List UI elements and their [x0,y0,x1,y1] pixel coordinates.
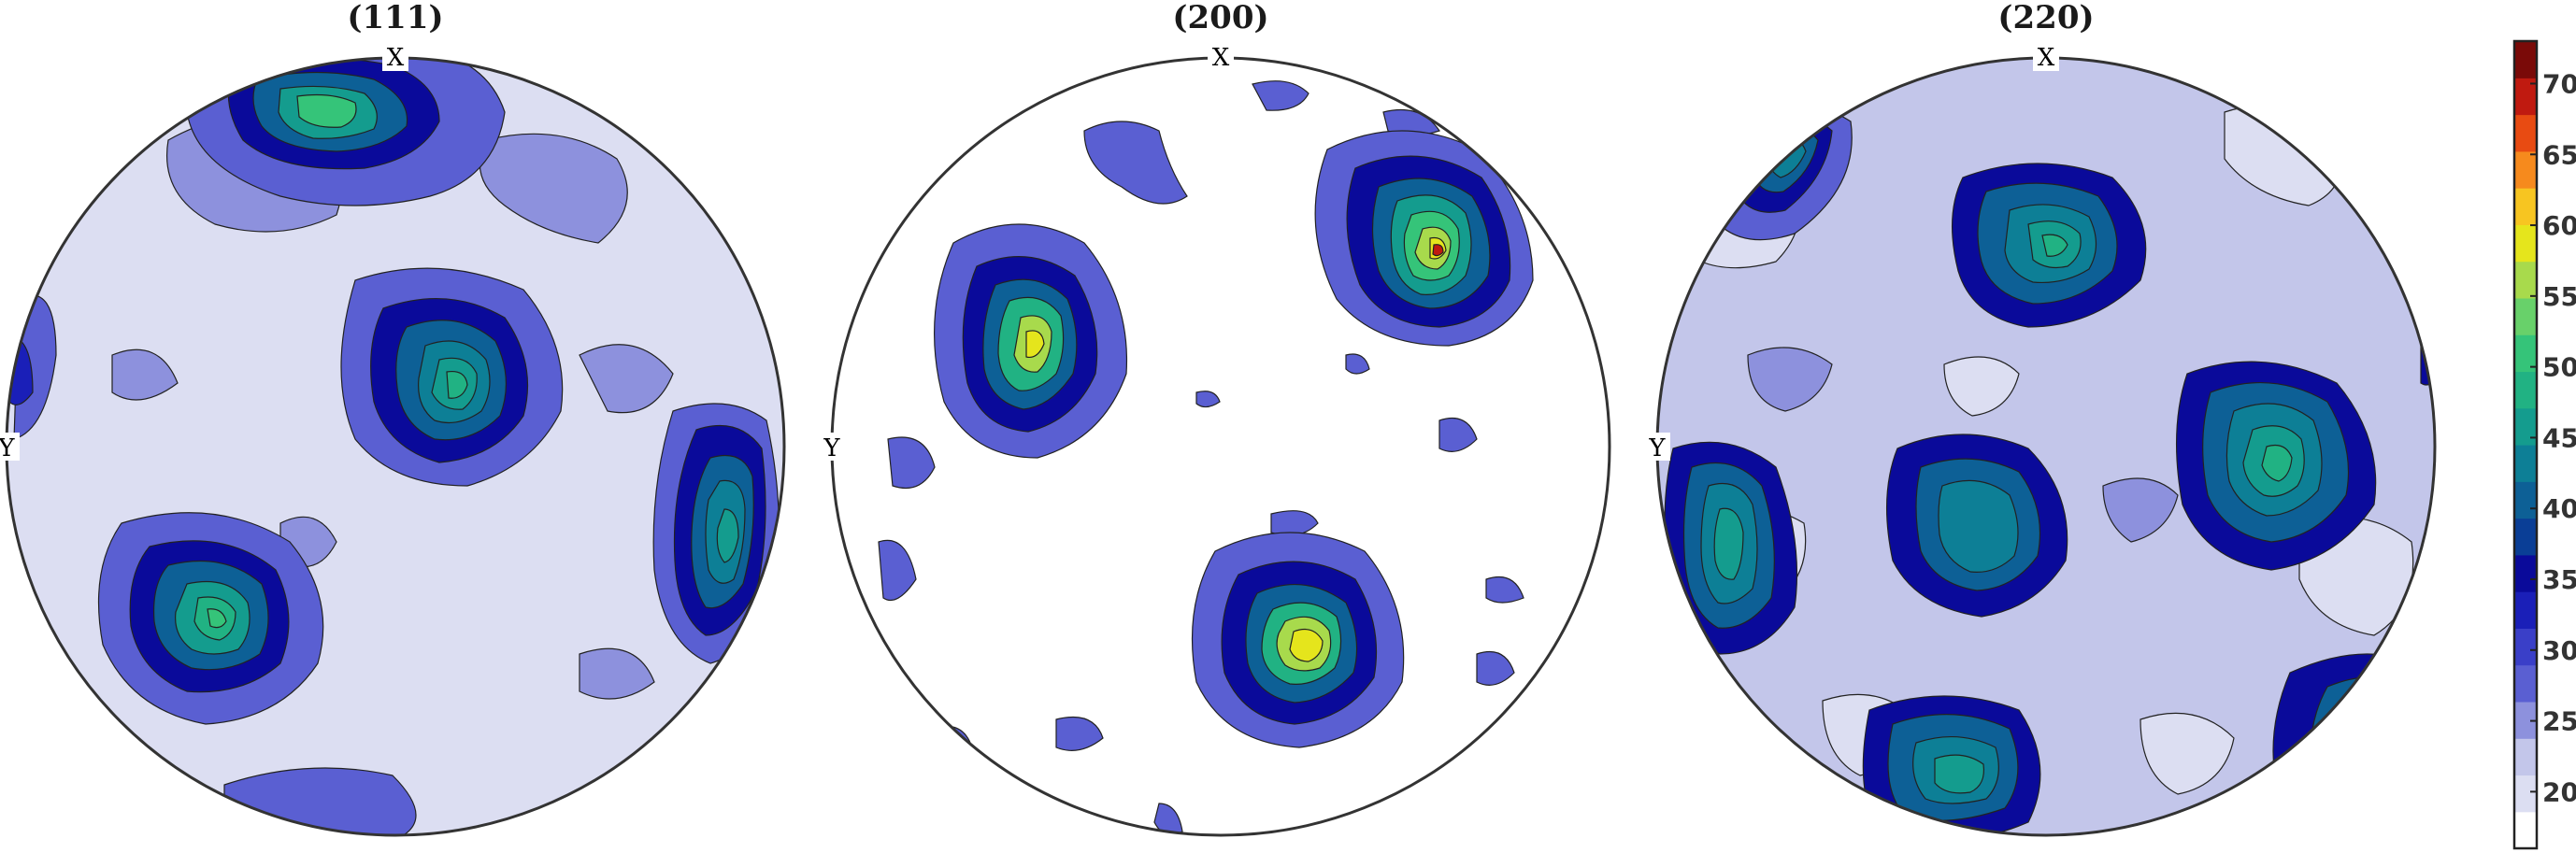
colorbar-segment [2514,628,2537,666]
colorbar-tick-label: 45 [2542,422,2576,453]
colorbar-segment [2514,554,2537,592]
colorbar-tick-label: 60 [2542,210,2576,241]
colorbar-segment [2514,591,2537,629]
x-axis-label-2: X [1212,44,1230,72]
x-label-box-1 [382,43,408,71]
colorbar-segment [2514,738,2537,776]
x-axis-label-3: X [2038,44,2055,72]
y-axis-label-1: Y [0,434,15,462]
colorbar-segment [2514,775,2537,813]
colorbar-tick-label: 40 [2542,493,2576,524]
colorbar-segment [2514,481,2537,519]
colorbar-frame [2512,39,2539,850]
colorbar-tick-label: 25 [2542,706,2576,737]
colorbar-tick-label: 65 [2542,139,2576,170]
colorbar-segment [2514,334,2537,373]
y-label-box-3 [1644,433,1670,461]
colorbar-segment [2514,261,2537,299]
colorbar-tick-label: 70 [2542,68,2576,99]
colorbar-segment [2514,445,2537,482]
colorbar-segment [2514,224,2537,263]
colorbar-tick-label: 30 [2542,635,2576,666]
colorbar-segment [2514,150,2537,189]
colorbar-segment [2514,518,2537,556]
colorbar-tick-label: 50 [2542,352,2576,383]
y-label-box-2 [819,433,845,461]
colorbar-segment [2514,114,2537,152]
colorbar-segment [2514,297,2537,335]
y-axis-label-3: Y [1648,434,1666,462]
colorbar-segment [2514,188,2537,225]
panel-title-2: (200) [1172,0,1268,36]
colorbar-segment [2514,407,2537,446]
colorbar-segment [2514,41,2537,78]
panel-title-1: (111) [347,0,443,36]
x-label-box-3 [2033,43,2059,71]
colorbar: 20 25 30 35 40 45 50 55 60 65 70 [2512,39,2576,850]
x-label-box-2 [1208,43,1234,71]
pole-figure-220 [1655,56,2437,837]
panel-labels: (111) X Y (200) X Y (220) X Y [0,0,2095,462]
pole-figure-200 [830,56,1611,837]
colorbar-segment [2514,811,2537,849]
colorbar-tick-label: 55 [2542,281,2576,312]
x-axis-label-1: X [387,44,405,72]
colorbar-tick-label: 35 [2542,564,2576,595]
panel-title-3: (220) [1997,0,2094,36]
pole-figure-111 [5,56,786,837]
y-axis-label-2: Y [823,434,840,462]
y-label-box-1 [0,433,20,461]
colorbar-tick-label: 20 [2542,776,2576,807]
colorbar-segment [2514,371,2537,409]
colorbar-segment [2514,664,2537,703]
